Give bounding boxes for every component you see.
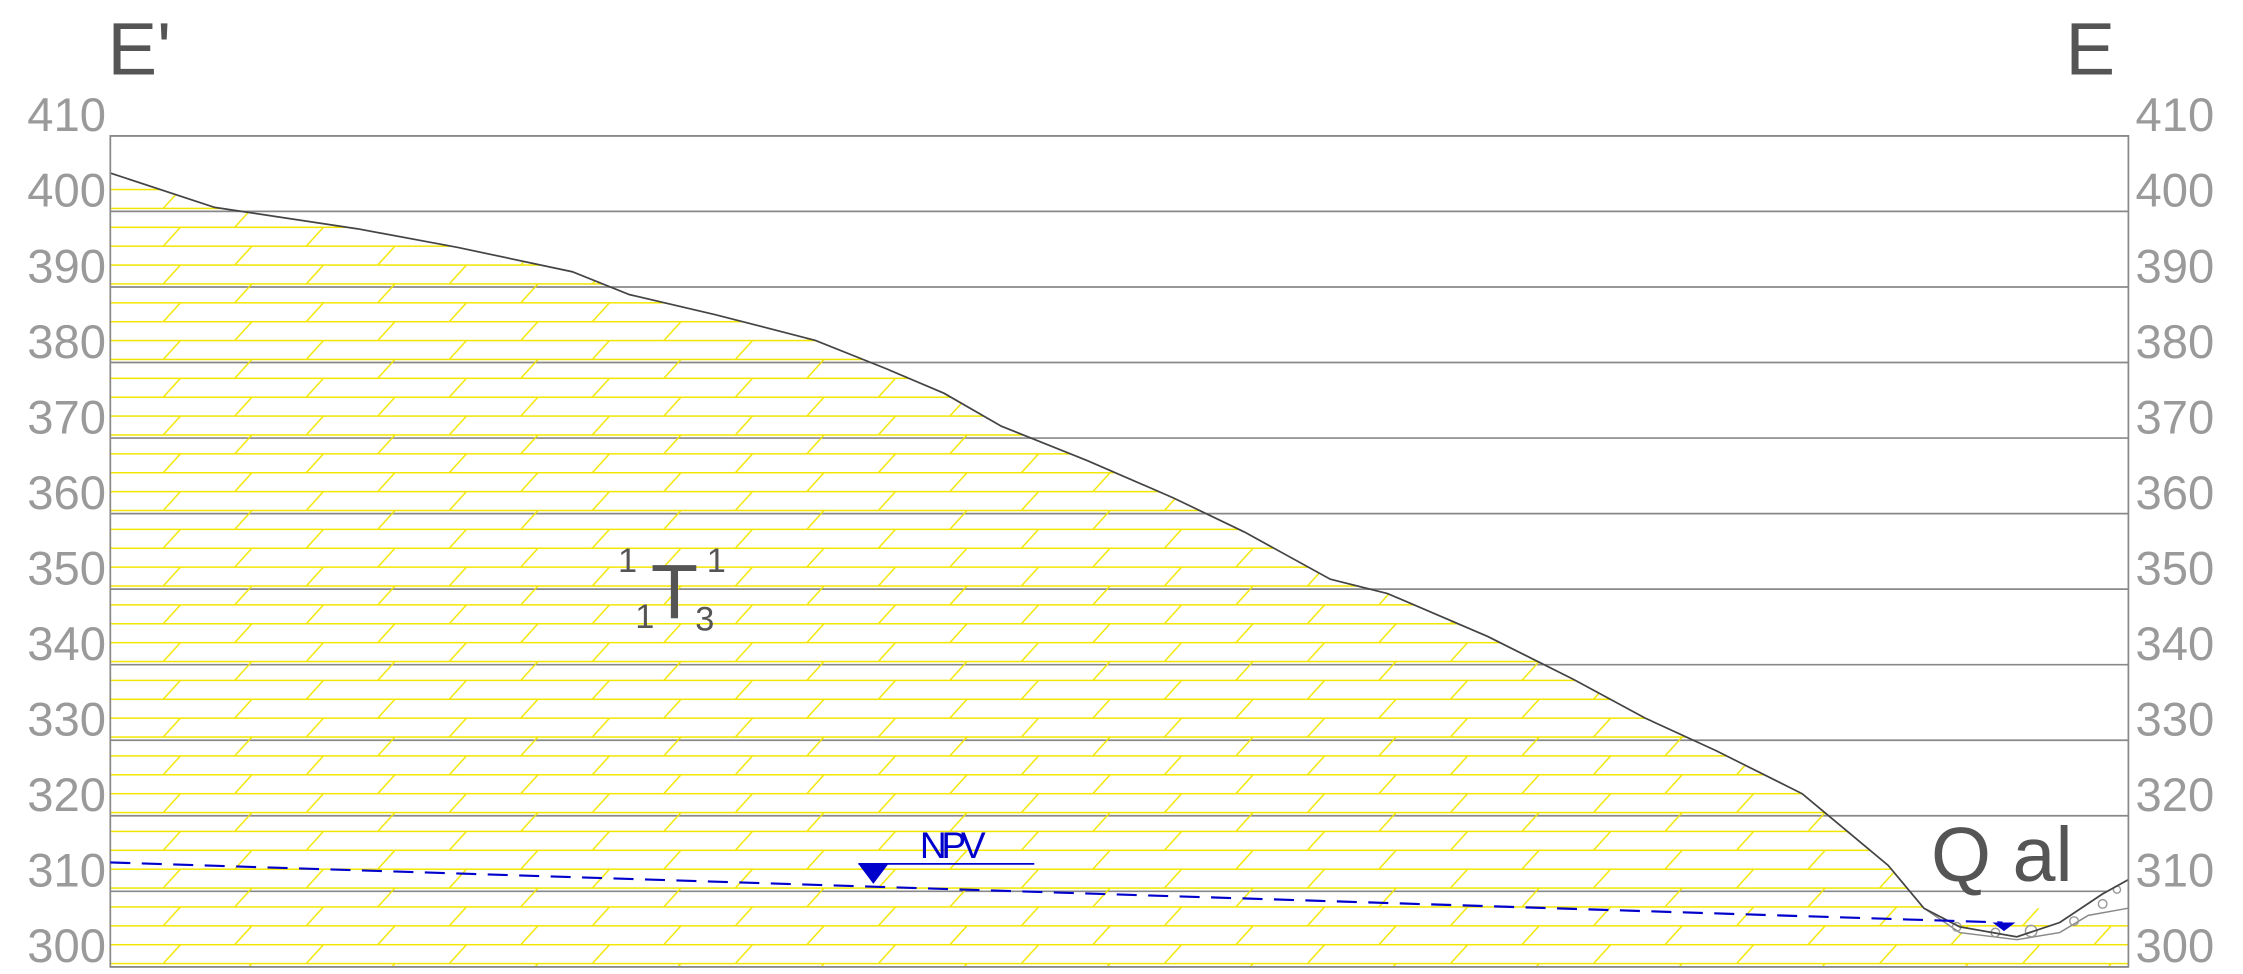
- npv-label: NPV: [920, 824, 986, 866]
- right-elevation-label: 320: [2136, 769, 2215, 822]
- right-elevation-label: 350: [2136, 542, 2215, 595]
- left-elevation-label: 390: [27, 240, 106, 293]
- section-end-label: E: [2065, 7, 2115, 90]
- pre-superscript: 1: [618, 542, 637, 580]
- post-subscript: 3: [695, 601, 714, 639]
- right-elevation-label: 380: [2136, 316, 2215, 369]
- left-elevation-label: 320: [27, 769, 106, 822]
- left-elevation-label: 310: [27, 845, 106, 898]
- right-elevation-label: 300: [2136, 920, 2215, 973]
- left-elevation-label: 300: [27, 920, 106, 973]
- rock-fill: [110, 173, 2128, 967]
- formation-symbol: T: [651, 549, 698, 635]
- left-elevation-label: 340: [27, 618, 106, 671]
- left-elevation-label: 350: [27, 542, 106, 595]
- section-start-label: E': [107, 7, 171, 90]
- left-elevation-label: 410: [27, 89, 106, 142]
- right-elevation-label: 340: [2136, 618, 2215, 671]
- right-elevation-label: 410: [2136, 89, 2215, 142]
- deposit-label: Q al: [1931, 812, 2073, 898]
- post-superscript: 1: [707, 542, 726, 580]
- left-elevation-label: 380: [27, 316, 106, 369]
- right-elevation-label: 370: [2136, 391, 2215, 444]
- left-elevation-label: 400: [27, 165, 106, 218]
- right-elevation-label: 400: [2136, 165, 2215, 218]
- right-elevation-label: 360: [2136, 467, 2215, 520]
- right-elevation-label: 390: [2136, 240, 2215, 293]
- right-elevation-label: 310: [2136, 845, 2215, 898]
- left-elevation-label: 330: [27, 694, 106, 747]
- left-elevation-label: 360: [27, 467, 106, 520]
- cross-section: NPV E' E 1 1 T 1 3 Q al 4104104004003903…: [0, 0, 2243, 974]
- right-elevation-label: 330: [2136, 694, 2215, 747]
- left-elevation-label: 370: [27, 391, 106, 444]
